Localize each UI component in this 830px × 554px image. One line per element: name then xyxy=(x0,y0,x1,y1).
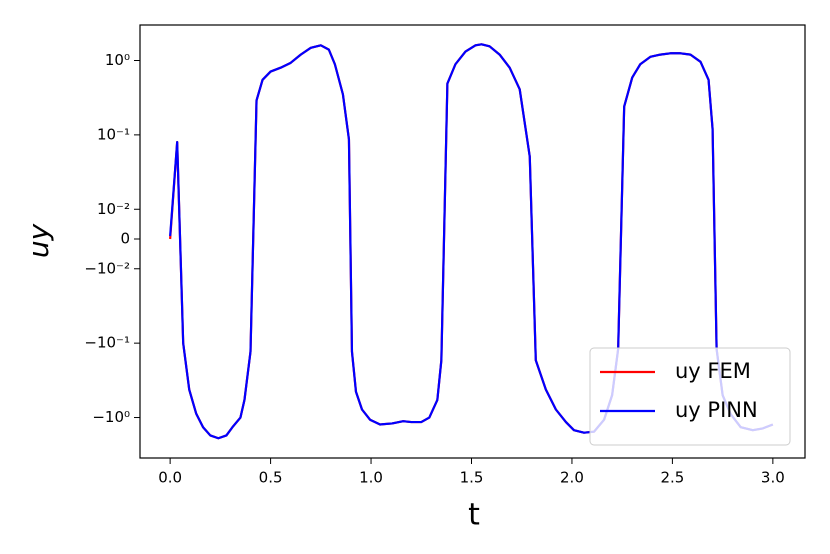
x-tick-label: 1.5 xyxy=(460,469,484,487)
x-tick-label: 1.0 xyxy=(359,469,383,487)
data-line xyxy=(169,43,774,440)
y-tick-label: 10⁻² xyxy=(97,200,130,218)
axes-frame xyxy=(139,24,806,459)
legend-label: uy FEM xyxy=(675,359,751,383)
x-tick-label: 3.0 xyxy=(761,469,785,487)
y-tick-label: 10⁰ xyxy=(105,51,130,69)
legend-label: uy PINN xyxy=(675,398,758,422)
x-tick-label: 2.0 xyxy=(560,469,584,487)
y-axis-label: uy xyxy=(22,223,55,258)
y-tick-label: −10⁻² xyxy=(84,259,130,277)
x-tick-label: 2.5 xyxy=(660,469,684,487)
x-tick-label: 0.0 xyxy=(158,469,182,487)
x-axis-label: t xyxy=(468,498,480,533)
y-tick-label: −10⁰ xyxy=(92,408,130,426)
y-tick-label: −10⁻¹ xyxy=(84,334,130,352)
y-tick-label: 0 xyxy=(120,230,130,248)
y-tick-label: 10⁻¹ xyxy=(97,125,130,143)
x-tick-label: 0.5 xyxy=(259,469,283,487)
